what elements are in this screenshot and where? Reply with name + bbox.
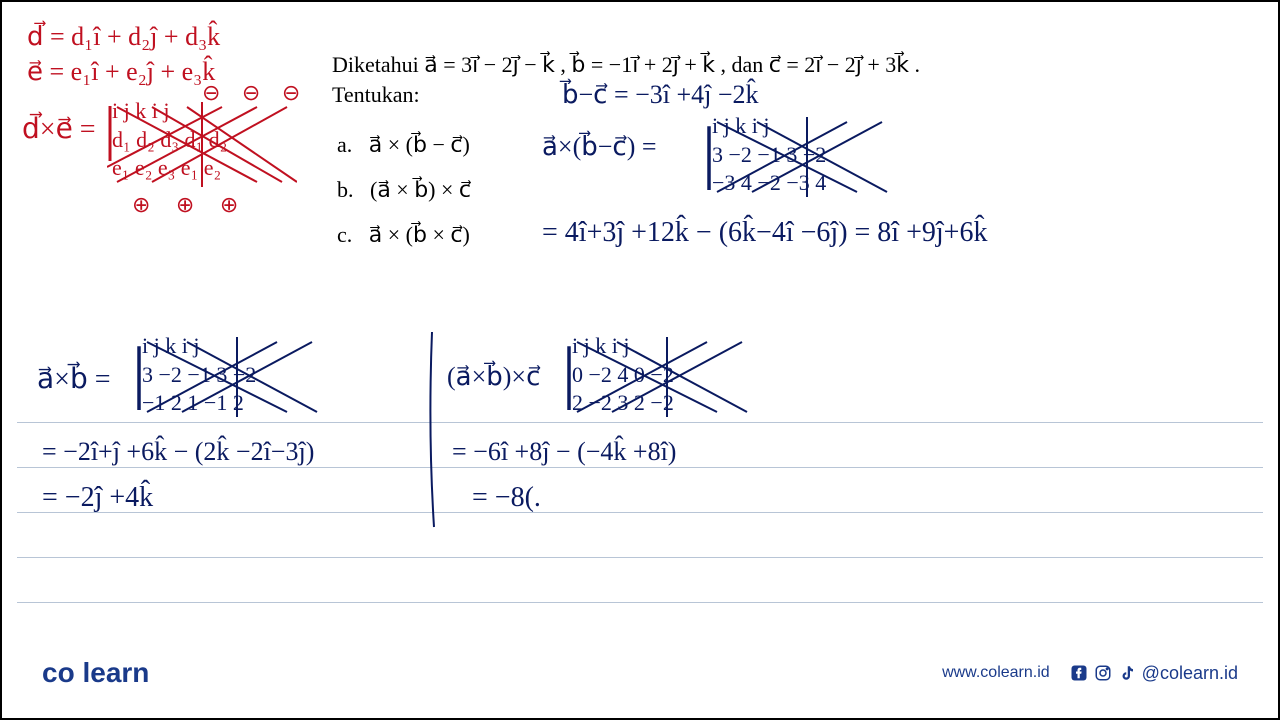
ruled-line [17, 557, 1263, 558]
axb-label: a⃗×b⃗ = [37, 362, 111, 396]
tiktok-icon [1118, 664, 1136, 682]
sarrus-cross-lines [107, 97, 297, 197]
axb-expand2: = −2ĵ +4k̂ [42, 482, 153, 514]
note-d-vector: d⃗ = d₁î + d₂ĵ + d₃k̂ [27, 22, 220, 52]
problem-given: Diketahui a⃗ = 3i⃗ − 2j⃗ − k⃗ , b⃗ = −1i… [332, 52, 920, 78]
axbxc-expand2: = −8(. [472, 482, 541, 514]
facebook-icon [1070, 664, 1088, 682]
ruled-line [17, 467, 1263, 468]
b-minus-c: b⃗−c⃗ = −3î +4ĵ −2k̂ [562, 80, 759, 110]
footer-url: www.colearn.id [942, 664, 1050, 682]
note-e-vector: e⃗ = e₁î + e₂ĵ + e₃k̂ [27, 57, 215, 87]
social-icons: @colearn.id [1070, 663, 1238, 684]
axbc-cross-lines [707, 112, 907, 207]
page: d⃗ = d₁î + d₂ĵ + d₃k̂ e⃗ = e₁î + e₂ĵ + e… [2, 2, 1278, 718]
axbxc-label: (a⃗×b⃗)×c⃗ [447, 362, 540, 392]
axbc-label: a⃗×(b⃗−c⃗) = [542, 132, 657, 162]
ruled-line [17, 602, 1263, 603]
plus-signs: ⊕ ⊕ ⊕ [132, 192, 248, 218]
axbxc-expand1: = −6î +8ĵ − (−4k̂ +8î) [452, 437, 676, 467]
axb-cross-lines [137, 332, 337, 427]
axbxc-cross-lines [567, 332, 767, 427]
axb-expand1: = −2î+ĵ +6k̂ − (2k̂ −2î−3ĵ) [42, 437, 314, 467]
footer-handle: @colearn.id [1142, 663, 1238, 684]
problem-task: Tentukan: [332, 82, 420, 108]
instagram-icon [1094, 664, 1112, 682]
item-b: b. (a⃗ × b⃗) × c⃗ [337, 177, 471, 203]
brand-logo: co learn [42, 657, 149, 689]
ruled-line [17, 512, 1263, 513]
cross-product-label: d⃗×e⃗ = [22, 112, 96, 146]
footer: co learn www.colearn.id @colearn.id [2, 648, 1278, 698]
item-a: a. a⃗ × (b⃗ − c⃗) [337, 132, 470, 158]
item-c: c. a⃗ × (b⃗ × c⃗) [337, 222, 470, 248]
axbc-result: = 4î+3ĵ +12k̂ − (6k̂−4î −6ĵ) = 8î +9ĵ+6k… [542, 217, 987, 249]
divider-line [422, 332, 442, 532]
